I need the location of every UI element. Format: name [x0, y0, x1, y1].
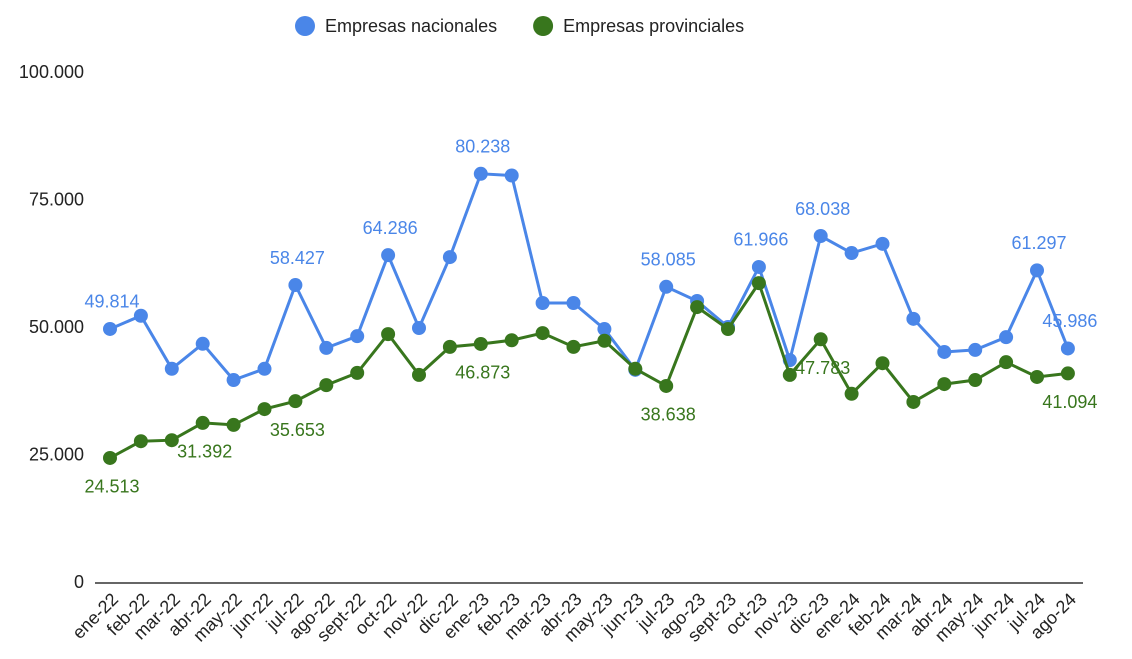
data-point: [968, 373, 983, 388]
data-point: [535, 296, 550, 311]
data-point: [257, 402, 272, 417]
data-point: [782, 367, 797, 382]
data-point: [597, 322, 612, 337]
data-label: 58.085: [641, 250, 696, 270]
data-point: [751, 259, 766, 274]
data-label: 61.297: [1011, 233, 1066, 253]
series-line: [109, 172, 1070, 382]
data-point: [535, 326, 550, 341]
data-point: [875, 356, 890, 371]
legend-label: Empresas provinciales: [563, 16, 744, 36]
data-point: [288, 278, 303, 293]
data-point: [133, 308, 148, 323]
data-point: [844, 386, 859, 401]
series-line: [109, 279, 1069, 460]
data-label: 45.986: [1042, 311, 1097, 331]
data-label: 31.392: [177, 442, 232, 462]
data-point: [350, 329, 365, 344]
data-point: [350, 365, 365, 380]
data-point: [164, 433, 179, 448]
data-point: [1030, 263, 1044, 278]
data-point: [412, 321, 426, 335]
data-point: [721, 322, 735, 337]
data-point: [813, 332, 828, 347]
data-point: [319, 340, 334, 355]
data-point: [906, 311, 921, 326]
data-point: [1030, 369, 1044, 384]
data-point: [257, 361, 272, 376]
data-point: [288, 394, 303, 409]
data-point: [999, 330, 1014, 345]
data-point: [226, 373, 241, 388]
data-point: [999, 355, 1014, 370]
data-label: 46.873: [455, 363, 510, 383]
data-point: [226, 417, 241, 432]
data-point: [473, 166, 488, 181]
data-label: 58.427: [270, 248, 325, 268]
y-tick-label: 100.000: [19, 62, 84, 82]
data-point: [195, 336, 210, 351]
data-label: 41.094: [1042, 392, 1097, 412]
data-label: 49.814: [84, 292, 139, 312]
data-point: [813, 229, 828, 244]
data-point: [844, 246, 859, 261]
data-point: [628, 361, 643, 376]
data-point: [504, 333, 519, 348]
legend-marker: [533, 16, 554, 36]
data-label: 64.286: [363, 218, 418, 238]
data-point: [937, 377, 952, 392]
data-label: 24.513: [84, 477, 139, 497]
data-point: [1060, 341, 1075, 356]
data-point: [381, 248, 396, 263]
data-point: [473, 336, 488, 351]
data-point: [968, 342, 983, 357]
data-label: 35.653: [270, 420, 325, 440]
data-point: [659, 378, 674, 393]
data-point: [442, 250, 457, 265]
data-point: [937, 344, 952, 359]
data-point: [1060, 366, 1075, 381]
data-point: [103, 450, 117, 465]
data-point: [875, 236, 890, 251]
data-point: [566, 339, 581, 354]
data-point: [659, 279, 674, 294]
data-point: [195, 415, 210, 430]
data-point: [133, 434, 148, 449]
data-point: [103, 321, 117, 336]
data-label: 38.638: [641, 405, 696, 425]
data-label: 47.783: [795, 358, 850, 378]
y-tick-label: 25.000: [29, 444, 84, 464]
data-label: 68.038: [795, 199, 850, 219]
data-point: [412, 367, 426, 382]
data-point: [504, 168, 519, 183]
y-tick-label: 0: [74, 572, 84, 592]
legend-label: Empresas nacionales: [325, 16, 497, 36]
data-point: [164, 361, 179, 376]
data-point: [566, 296, 581, 311]
data-point: [597, 333, 612, 348]
data-point: [442, 339, 457, 354]
data-label: 61.966: [733, 230, 788, 250]
y-tick-label: 75.000: [29, 189, 84, 209]
data-point: [906, 394, 921, 409]
legend-marker: [295, 16, 315, 36]
y-tick-label: 50.000: [29, 317, 84, 337]
data-point: [319, 378, 334, 393]
data-label: 80.238: [455, 137, 510, 157]
data-point: [751, 276, 766, 291]
data-point: [690, 300, 705, 315]
data-point: [381, 327, 396, 342]
